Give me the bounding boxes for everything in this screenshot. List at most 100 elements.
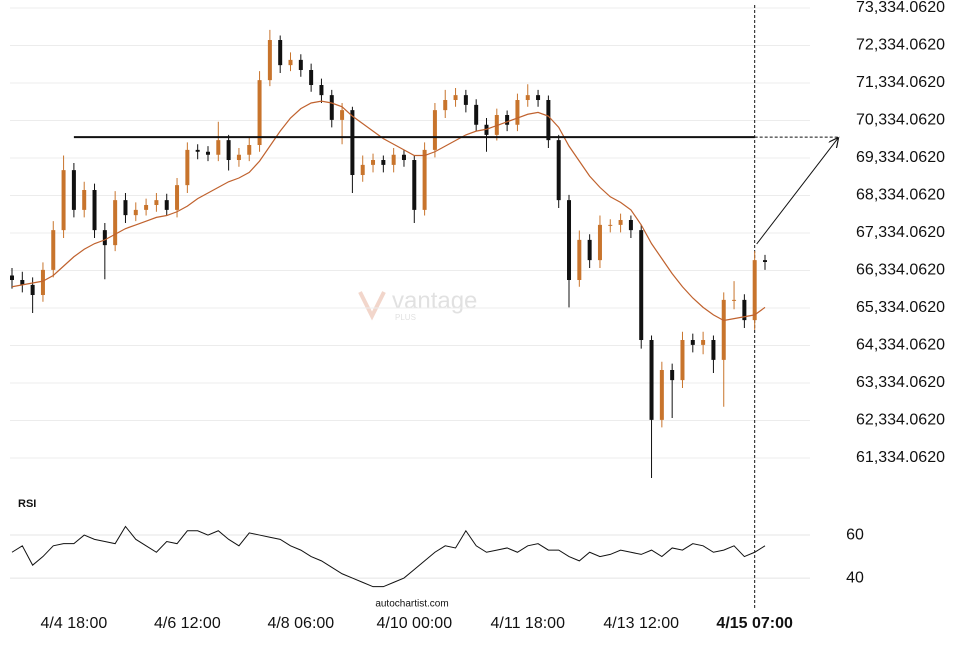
candle-body	[577, 239, 582, 281]
candle-body	[659, 370, 664, 420]
candle-body	[649, 340, 654, 420]
y-tick-label: 67,334.0620	[856, 224, 945, 241]
candle-body	[463, 95, 468, 105]
candle-body	[422, 149, 427, 210]
y-tick-label: 65,334.0620	[856, 299, 945, 316]
y-tick-label: 63,334.0620	[856, 374, 945, 391]
candle-body	[763, 260, 767, 263]
candle-body	[175, 185, 180, 210]
candle-body	[608, 224, 613, 226]
rsi-title: RSI	[18, 498, 36, 510]
candle-body	[391, 154, 396, 165]
candle-body	[61, 170, 66, 231]
y-tick-label: 70,334.0620	[856, 112, 945, 129]
candle-body	[247, 145, 252, 155]
y-tick-label: 68,334.0620	[856, 187, 945, 204]
candle-body	[154, 200, 159, 206]
candle-body	[71, 170, 76, 210]
x-tick-label: 4/13 12:00	[603, 615, 679, 632]
candle-body	[309, 70, 314, 86]
rsi-line	[11, 525, 766, 588]
candle-body	[381, 160, 386, 165]
candle-body	[350, 110, 355, 176]
candle-body	[216, 140, 221, 155]
candle-body	[525, 95, 530, 101]
candle-body	[670, 370, 675, 381]
candle-body	[546, 100, 551, 141]
candle-body	[742, 299, 747, 321]
candle-body	[752, 260, 757, 321]
candle-body	[144, 205, 149, 210]
y-tick-label: 71,334.0620	[856, 74, 945, 91]
candle-body	[20, 280, 25, 285]
candle-body	[432, 110, 437, 150]
y-tick-label: 66,334.0620	[856, 262, 945, 279]
candle-body	[360, 164, 365, 176]
forecast-arrow	[756, 138, 838, 245]
source: autochartist.com	[375, 599, 448, 610]
candle-body	[113, 200, 118, 246]
candle-body	[505, 115, 510, 125]
x-tick-label: 4/4 18:00	[41, 615, 108, 632]
watermark-text: vantage	[392, 287, 477, 314]
candle-body	[597, 224, 602, 261]
candle-body	[164, 200, 169, 210]
candle-body	[401, 154, 406, 161]
y-tick-label: 73,334.0620	[856, 0, 945, 16]
x-tick-label: 4/11 18:00	[491, 615, 566, 632]
candle-body	[701, 340, 706, 345]
candle-body	[236, 154, 241, 161]
candle-body	[721, 299, 726, 360]
candle-body	[185, 149, 190, 186]
candle-body	[92, 190, 97, 231]
watermark: vantage PLUS	[358, 287, 477, 322]
y-tick-label: 60	[846, 526, 864, 543]
candle-body	[288, 59, 293, 66]
candle-body	[371, 160, 376, 165]
candle-body	[618, 220, 623, 225]
y-tick-label: 40	[846, 569, 864, 586]
candle-body	[690, 340, 695, 345]
candle-body	[205, 151, 210, 155]
candle-body	[30, 284, 35, 296]
watermark-logo	[358, 291, 386, 321]
candle-body	[536, 95, 541, 101]
candle-body	[319, 85, 324, 96]
x-tick-label: 4/15 07:00	[716, 615, 793, 632]
candle-body	[195, 149, 200, 152]
candle-body	[711, 340, 716, 360]
candle-body	[567, 200, 572, 281]
candle-body	[639, 230, 644, 341]
y-tick-label: 62,334.0620	[856, 412, 945, 429]
candle-body	[587, 239, 592, 261]
candle-body	[40, 269, 45, 296]
y-tick-label: 72,334.0620	[856, 37, 945, 54]
candle-body	[102, 230, 107, 246]
candle-body	[329, 95, 334, 120]
candle-body	[732, 299, 737, 301]
y-tick-label: 64,334.0620	[856, 337, 945, 354]
candle-body	[257, 80, 262, 146]
candle-body	[340, 110, 345, 120]
moving-average	[11, 100, 766, 322]
candle-body	[51, 230, 56, 270]
candle-body	[10, 275, 14, 281]
watermark-sub: PLUS	[395, 313, 416, 322]
y-tick-label: 61,334.0620	[856, 449, 945, 466]
candle-body	[82, 190, 87, 210]
candle-body	[278, 40, 283, 66]
candle-body	[298, 59, 303, 71]
candle-body	[443, 100, 448, 111]
candle-body	[226, 140, 231, 161]
candle-body	[133, 209, 138, 216]
candle-body	[474, 104, 479, 125]
candle-body	[123, 200, 128, 216]
candle-body	[453, 95, 458, 101]
candle-body	[680, 340, 685, 381]
candle-body	[267, 40, 272, 81]
y-tick-label: 69,334.0620	[856, 149, 945, 166]
candle-body	[412, 160, 417, 210]
x-tick-label: 4/8 06:00	[267, 615, 334, 632]
x-tick-label: 4/6 12:00	[154, 615, 221, 632]
